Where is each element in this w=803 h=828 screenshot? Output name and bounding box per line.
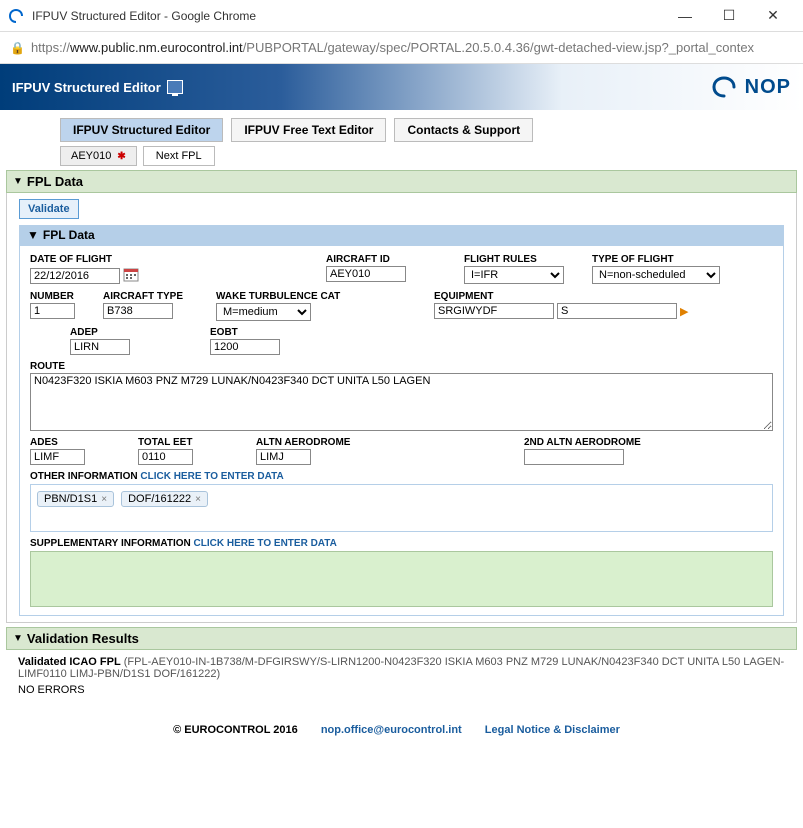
- nop-logo: NOP: [711, 76, 791, 99]
- aircraft-type-label: AIRCRAFT TYPE: [103, 291, 198, 302]
- validated-text: (FPL-AEY010-IN-1B738/M-DFGIRSWY/S-LIRN12…: [18, 656, 784, 680]
- fpl-data-body: Validate ▼ FPL Data DATE OF FLIGHT: [6, 193, 797, 623]
- nop-text: NOP: [745, 76, 791, 99]
- validate-button[interactable]: Validate: [19, 199, 79, 219]
- collapse-icon: ▼: [13, 176, 23, 187]
- app-title: IFPUV Structured Editor: [12, 80, 183, 95]
- url-host: www.public.nm.eurocontrol.int: [70, 40, 243, 55]
- chip-dof[interactable]: DOF/161222 ×: [121, 491, 208, 507]
- supp-info-label: SUPPLEMENTARY INFORMATION CLICK HERE TO …: [30, 538, 773, 549]
- flight-rules-label: FLIGHT RULES: [464, 254, 574, 265]
- other-info-text: OTHER INFORMATION: [30, 471, 138, 482]
- other-info-click-link[interactable]: CLICK HERE TO ENTER DATA: [140, 471, 283, 482]
- next-fpl-button[interactable]: Next FPL: [143, 146, 215, 166]
- favicon-icon: [8, 8, 24, 24]
- close-icon[interactable]: ✱: [117, 151, 125, 162]
- total-eet-label: TOTAL EET: [138, 437, 238, 448]
- section-title: Validation Results: [27, 631, 139, 646]
- no-errors-text: NO ERRORS: [18, 684, 785, 696]
- tab-free-text-editor[interactable]: IFPUV Free Text Editor: [231, 118, 386, 142]
- copyright: © EUROCONTROL 2016: [173, 724, 298, 736]
- fpl-data-header[interactable]: ▼ FPL Data: [6, 170, 797, 193]
- validation-header[interactable]: ▼ Validation Results: [6, 627, 797, 650]
- flight-rules-select[interactable]: I=IFR: [464, 266, 564, 284]
- eobt-label: EOBT: [210, 327, 310, 338]
- chip-label: PBN/D1S1: [44, 493, 97, 505]
- sub-tab-current[interactable]: AEY010 ✱: [60, 146, 137, 166]
- subsection-title: FPL Data: [43, 228, 95, 242]
- other-info-label: OTHER INFORMATION CLICK HERE TO ENTER DA…: [30, 471, 773, 482]
- main-tabs: IFPUV Structured Editor IFPUV Free Text …: [0, 110, 803, 142]
- date-of-flight-input[interactable]: [30, 268, 120, 284]
- type-of-flight-label: TYPE OF FLIGHT: [592, 254, 722, 265]
- fpl-data-section: ▼ FPL Data Validate ▼ FPL Data DATE OF F…: [6, 170, 797, 623]
- swirl-icon: [711, 76, 737, 98]
- chip-remove-icon[interactable]: ×: [101, 494, 107, 505]
- window-maximize-button[interactable]: ☐: [707, 1, 751, 31]
- section-title: FPL Data: [27, 174, 83, 189]
- ades-label: ADES: [30, 437, 120, 448]
- type-of-flight-select[interactable]: N=non-scheduled: [592, 266, 720, 284]
- altn-label: ALTN AERODROME: [256, 437, 396, 448]
- other-info-box[interactable]: PBN/D1S1 × DOF/161222 ×: [30, 484, 773, 532]
- equipment2-input[interactable]: [557, 303, 677, 319]
- route-label: ROUTE: [30, 361, 773, 372]
- monitor-icon: [167, 80, 183, 94]
- wake-turb-label: WAKE TURBULENCE CAT: [216, 291, 376, 302]
- wake-turb-select[interactable]: M=medium: [216, 303, 311, 321]
- chip-remove-icon[interactable]: ×: [195, 494, 201, 505]
- aircraft-id-label: AIRCRAFT ID: [326, 254, 446, 265]
- app-header: IFPUV Structured Editor NOP: [0, 64, 803, 110]
- window-minimize-button[interactable]: —: [663, 1, 707, 31]
- url-prefix: https://: [31, 40, 70, 55]
- calendar-icon[interactable]: [123, 266, 139, 285]
- adep-input[interactable]: [70, 339, 130, 355]
- route-input[interactable]: N0423F320 ISKIA M603 PNZ M729 LUNAK/N042…: [30, 373, 773, 431]
- supp-info-text: SUPPLEMENTARY INFORMATION: [30, 538, 191, 549]
- supp-info-click-link[interactable]: CLICK HERE TO ENTER DATA: [194, 538, 337, 549]
- aircraft-type-input[interactable]: [103, 303, 173, 319]
- total-eet-input[interactable]: [138, 449, 193, 465]
- validation-section: ▼ Validation Results Validated ICAO FPL …: [6, 627, 797, 702]
- eobt-input[interactable]: [210, 339, 280, 355]
- browser-titlebar: IFPUV Structured Editor - Google Chrome …: [0, 0, 803, 32]
- tab-contacts-support[interactable]: Contacts & Support: [394, 118, 533, 142]
- footer-legal-link[interactable]: Legal Notice & Disclaimer: [485, 724, 620, 736]
- number-label: NUMBER: [30, 291, 85, 302]
- browser-title: IFPUV Structured Editor - Google Chrome: [32, 9, 663, 23]
- altn2-label: 2ND ALTN AERODROME: [524, 437, 674, 448]
- app-title-text: IFPUV Structured Editor: [12, 80, 161, 95]
- fpl-data-subheader[interactable]: ▼ FPL Data: [19, 225, 784, 245]
- footer: © EUROCONTROL 2016 nop.office@eurocontro…: [0, 706, 803, 742]
- tab-structured-editor[interactable]: IFPUV Structured Editor: [60, 118, 223, 142]
- collapse-icon: ▼: [27, 228, 39, 242]
- window-close-button[interactable]: ✕: [751, 1, 795, 31]
- lock-icon: 🔒: [10, 41, 25, 55]
- adep-label: ADEP: [70, 327, 150, 338]
- fpl-form: DATE OF FLIGHT AIRCRAFT ID FLIGHT RULES …: [19, 245, 784, 616]
- chip-label: DOF/161222: [128, 493, 191, 505]
- expand-icon[interactable]: ▶: [680, 305, 688, 318]
- equipment-label: EQUIPMENT: [434, 291, 724, 302]
- url-path: /PUBPORTAL/gateway/spec/PORTAL.20.5.0.4.…: [243, 40, 754, 55]
- aircraft-id-input[interactable]: [326, 266, 406, 282]
- altn-input[interactable]: [256, 449, 311, 465]
- number-input[interactable]: [30, 303, 75, 319]
- supp-info-box[interactable]: [30, 551, 773, 607]
- collapse-icon: ▼: [13, 633, 23, 644]
- equipment1-input[interactable]: [434, 303, 554, 319]
- browser-address-bar[interactable]: 🔒 https://www.public.nm.eurocontrol.int/…: [0, 32, 803, 64]
- ades-input[interactable]: [30, 449, 85, 465]
- sub-tab-label: AEY010: [71, 150, 111, 162]
- validation-body: Validated ICAO FPL (FPL-AEY010-IN-1B738/…: [6, 650, 797, 702]
- altn2-input[interactable]: [524, 449, 624, 465]
- sub-tabs: AEY010 ✱ Next FPL: [0, 142, 803, 166]
- validated-label: Validated ICAO FPL: [18, 656, 121, 668]
- footer-email-link[interactable]: nop.office@eurocontrol.int: [321, 724, 462, 736]
- chip-pbn[interactable]: PBN/D1S1 ×: [37, 491, 114, 507]
- date-of-flight-label: DATE OF FLIGHT: [30, 254, 190, 265]
- url-text: https://www.public.nm.eurocontrol.int/PU…: [31, 40, 754, 55]
- validated-fpl-line: Validated ICAO FPL (FPL-AEY010-IN-1B738/…: [18, 656, 785, 680]
